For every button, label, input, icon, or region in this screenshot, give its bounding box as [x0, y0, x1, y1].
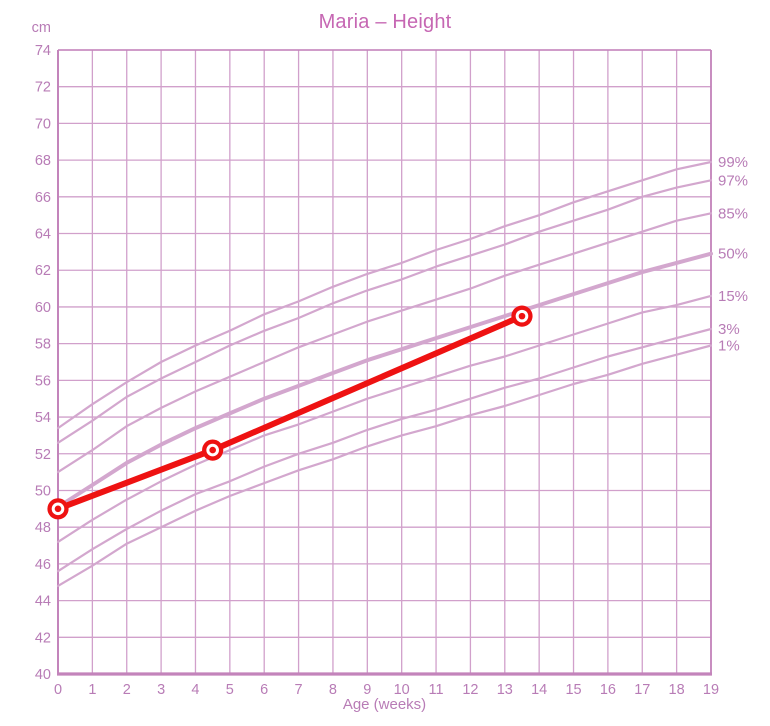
x-tick-label-6: 6: [260, 682, 268, 698]
percentile-curve-p99: [56, 160, 713, 430]
y-tick-label-58: 58: [35, 337, 51, 353]
x-tick-label-8: 8: [329, 682, 337, 698]
x-tick-label-10: 10: [394, 682, 410, 698]
y-tick-label-56: 56: [35, 373, 51, 389]
y-tick-label-60: 60: [35, 300, 51, 316]
x-tick-label-16: 16: [600, 682, 616, 698]
y-tick-label-48: 48: [35, 520, 51, 536]
patient-data-point-1-center-dot: [209, 446, 216, 454]
y-tick-label-72: 72: [35, 80, 51, 96]
y-tick-label-68: 68: [35, 153, 51, 169]
patient-data-line: [55, 313, 525, 512]
patient-data-point-0-center-dot: [54, 505, 62, 513]
y-tick-label-74: 74: [35, 43, 51, 59]
y-tick-label-50: 50: [35, 483, 51, 499]
y-tick-label-66: 66: [35, 190, 51, 206]
percentile-label-p85: 85%: [718, 205, 748, 222]
x-tick-label-0: 0: [54, 682, 62, 698]
x-tick-label-11: 11: [429, 682, 444, 698]
percentile-label-p1: 1%: [718, 337, 740, 354]
y-tick-label-46: 46: [35, 557, 51, 573]
patient-data-point-2-center-dot: [518, 312, 526, 320]
y-tick-label-44: 44: [35, 594, 51, 610]
x-tick-label-19: 19: [703, 682, 719, 698]
x-tick-label-3: 3: [157, 682, 165, 698]
percentile-curve-p3: [56, 327, 713, 573]
percentile-curve-p1: [56, 344, 713, 588]
y-tick-label-52: 52: [35, 447, 51, 463]
percentile-curve-p97: [56, 179, 713, 444]
percentile-label-p15: 15%: [718, 288, 748, 305]
y-tick-label-40: 40: [35, 667, 51, 683]
x-tick-label-12: 12: [462, 682, 478, 698]
x-tick-label-5: 5: [226, 682, 234, 698]
percentile-curve-p85: [56, 212, 713, 474]
percentile-curve-p50: [56, 251, 713, 509]
percentile-curve-p15: [56, 294, 713, 544]
y-tick-label-42: 42: [35, 630, 51, 646]
y-tick-label-70: 70: [35, 116, 51, 132]
x-tick-label-18: 18: [669, 682, 685, 698]
x-tick-label-7: 7: [295, 682, 303, 698]
percentile-label-p99: 99%: [718, 154, 748, 171]
x-tick-label-1: 1: [88, 682, 96, 698]
x-tick-label-14: 14: [531, 682, 547, 698]
y-tick-label-64: 64: [35, 227, 51, 243]
x-tick-label-13: 13: [497, 682, 513, 698]
x-tick-label-9: 9: [363, 682, 371, 698]
y-axis-unit-label: cm: [32, 20, 51, 36]
y-tick-label-54: 54: [35, 410, 51, 426]
y-tick-label-62: 62: [35, 263, 51, 279]
x-tick-label-15: 15: [565, 682, 581, 698]
x-axis-title: Age (weeks): [343, 696, 426, 713]
chart-title: Maria – Height: [318, 11, 452, 33]
percentile-label-p50: 50%: [718, 246, 748, 263]
x-tick-label-4: 4: [191, 682, 199, 698]
x-tick-label-2: 2: [123, 682, 131, 698]
percentile-label-p97: 97%: [718, 172, 748, 189]
x-tick-label-17: 17: [634, 682, 650, 698]
percentile-label-p3: 3%: [718, 321, 740, 338]
